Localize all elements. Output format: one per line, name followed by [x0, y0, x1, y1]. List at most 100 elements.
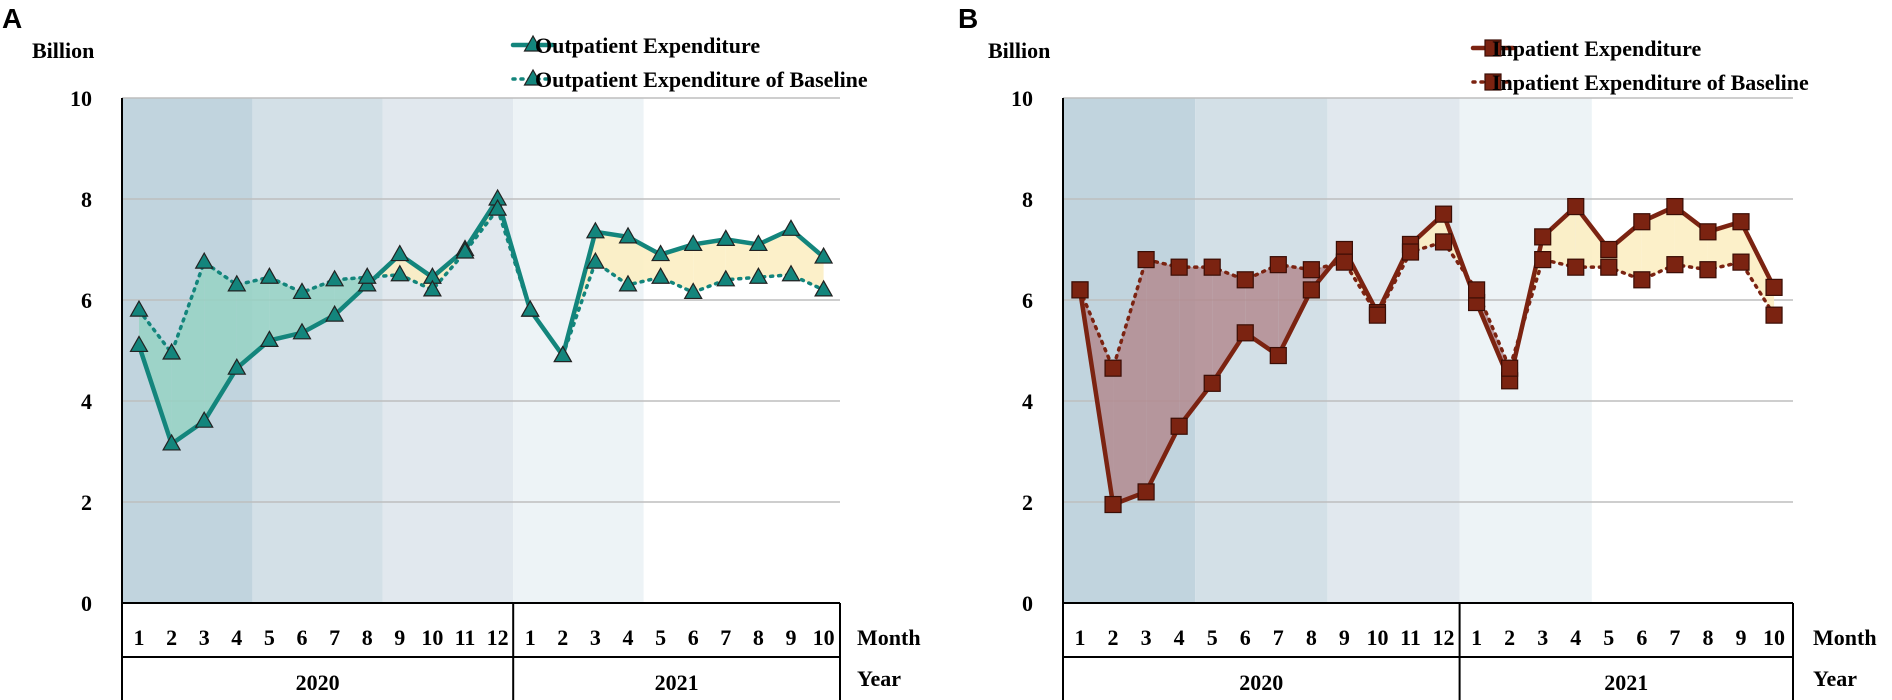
- panel-a-shade-band: [382, 98, 514, 603]
- panel-a-month-axis-label: Month: [857, 625, 921, 650]
- panel-b-month-tick-label: 1: [1075, 625, 1086, 650]
- panel-a-series-2-point: [814, 279, 834, 297]
- panel-a-month-tick-label: 8: [753, 625, 764, 650]
- panel-a-series-1-point: [227, 357, 247, 375]
- panel-a-gap-fill: [302, 279, 335, 333]
- panel-a-legend-marker: [523, 34, 543, 52]
- panel-a-series-2-point: [422, 279, 442, 297]
- panel-a-year-label: 2021: [655, 670, 699, 695]
- panel-a-legend-label: Outpatient Expenditure of Baseline: [535, 67, 868, 92]
- panel-b-month-tick-label: 8: [1702, 625, 1713, 650]
- panel-a-month-tick-label: 10: [813, 625, 835, 650]
- panel-b-month-tick-label: 8: [1306, 625, 1317, 650]
- panel-b-month-tick-label: 4: [1174, 625, 1185, 650]
- panel-a-series-1-point: [651, 244, 671, 262]
- panel-b-series-2-point: [1236, 271, 1254, 289]
- panel-b-gap-fill: [1212, 267, 1246, 384]
- panel-a-year-label: 2020: [296, 670, 340, 695]
- panel-a-gap-fill: [693, 239, 726, 293]
- panel-b-year-axis-label: Year: [1813, 666, 1857, 691]
- panel-a-gap-fill: [204, 262, 237, 422]
- panel-a-series-2-point: [259, 267, 279, 284]
- panel-b-month-tick-label: 3: [1537, 625, 1548, 650]
- panel-a-y-tick-label: 8: [81, 187, 92, 212]
- panel-a-series-2-point: [455, 241, 475, 259]
- panel-b-month-tick-label: 3: [1141, 625, 1152, 650]
- panel-b-series-2-point: [1302, 261, 1320, 279]
- panel-b-y-unit-label: Billion: [988, 38, 1050, 63]
- panel-b-series-2-point: [1137, 251, 1155, 269]
- panel-a-y-tick-label: 2: [81, 490, 92, 515]
- panel-a-month-tick-label: 7: [720, 625, 731, 650]
- panel-a-series-1-point: [683, 234, 703, 252]
- panel-a-series-2-point: [520, 299, 540, 317]
- panel-a-series-2-point: [162, 342, 182, 360]
- panel-a-series-2-point: [227, 274, 247, 292]
- panel-a-gap-fill: [628, 236, 661, 285]
- panel-a-series-1-point: [390, 244, 410, 262]
- panel-b-series-1-point: [1732, 213, 1750, 231]
- panel-b-month-tick-label: 4: [1570, 625, 1581, 650]
- panel-b-series-1-point: [1699, 223, 1717, 241]
- panel-a-series-2-point: [683, 282, 703, 300]
- panel-b-month-tick-label: 2: [1108, 625, 1119, 650]
- panel-b-shade-band: [1327, 98, 1460, 603]
- panel-a-month-tick-label: 5: [264, 625, 275, 650]
- panel-a-panel-letter: A: [2, 3, 22, 34]
- panel-b-series-1-point: [1434, 205, 1453, 223]
- panel-b-series-2-point: [1269, 256, 1287, 274]
- panel-a-series-1-point: [748, 234, 768, 252]
- panel-b-series-2-line: [1474, 257, 1776, 370]
- panel-b-shade-band: [1459, 98, 1592, 603]
- panel-b-panel-letter: B: [958, 3, 978, 34]
- panel-b-legend-label: Inpatient Expenditure: [1492, 36, 1701, 61]
- panel-b-y-tick-label: 0: [1022, 591, 1033, 616]
- panel-b-month-tick-label: 2: [1504, 625, 1515, 650]
- panel-a-series-1-point: [814, 246, 834, 264]
- panel-a-month-tick-label: 9: [394, 625, 405, 650]
- panel-a-series-2-point: [325, 269, 345, 287]
- panel-a-month-tick-label: 7: [329, 625, 340, 650]
- panel-a-legend-label: Outpatient Expenditure: [535, 33, 760, 58]
- panel-a-month-tick-label: 8: [362, 625, 373, 650]
- panel-a-series-1-point: [618, 226, 638, 244]
- panel-a-month-tick-label: 2: [557, 625, 568, 650]
- panel-a-y-tick-label: 10: [70, 86, 92, 111]
- panel-b-year-label: 2020: [1239, 670, 1283, 695]
- panel-b-month-tick-label: 6: [1240, 625, 1251, 650]
- panel-b-series-1-point: [1170, 417, 1188, 435]
- panel-b-series-1-point: [1765, 278, 1783, 296]
- panel-a-y-tick-label: 0: [81, 591, 92, 616]
- panel-a-series-1-point: [716, 229, 736, 246]
- panel-a-y-unit-label: Billion: [32, 38, 94, 63]
- panel-a-month-tick-label: 1: [525, 625, 536, 650]
- panel-b-gap-fill: [1674, 206, 1708, 270]
- panel-b-y-tick-label: 8: [1022, 187, 1033, 212]
- panel-b-series-1-point: [1567, 197, 1585, 216]
- panel-a-year-axis-label: Year: [857, 666, 901, 691]
- panel-a-series-2-point: [748, 267, 768, 284]
- panel-a-series-2-point: [553, 345, 573, 363]
- panel-a-series-2-line: [137, 207, 500, 355]
- panel-b-month-tick-label: 9: [1736, 625, 1747, 650]
- panel-a-month-tick-label: 10: [421, 625, 443, 650]
- panel-b-series-2-point: [1765, 306, 1783, 324]
- panel-a-series-2-point: [488, 198, 508, 216]
- panel-a-series-1-point: [259, 330, 279, 347]
- panel-b-series-1-point: [1236, 324, 1254, 342]
- panel-a-month-tick-label: 3: [590, 625, 601, 650]
- panel-b-year-label: 2021: [1604, 670, 1648, 695]
- panel-a-month-tick-label: 4: [623, 625, 634, 650]
- panel-a-series-1-point: [194, 410, 214, 428]
- panel-a-y-tick-label: 6: [81, 288, 92, 313]
- panel-b-legend-marker: [1484, 73, 1502, 91]
- panel-b-month-tick-label: 9: [1339, 625, 1350, 650]
- panel-a-series-1-point: [585, 221, 605, 239]
- panel-a-series-1-point: [162, 433, 182, 451]
- panel-a-month-tick-label: 12: [487, 625, 509, 650]
- panel-b-series-2-point: [1434, 233, 1453, 251]
- panel-a-legend-marker: [523, 68, 543, 86]
- panel-a-gap-fill: [269, 277, 302, 341]
- panel-a-series-1-point: [325, 304, 345, 322]
